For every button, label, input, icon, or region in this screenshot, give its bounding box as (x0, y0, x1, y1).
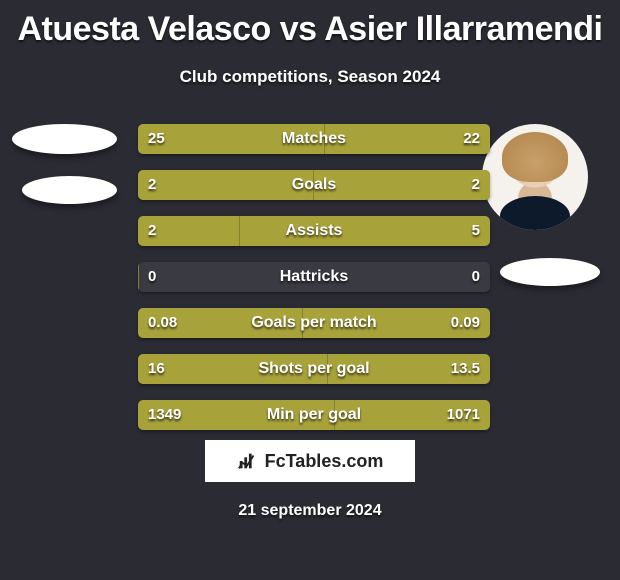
player-right-avatar (482, 124, 588, 230)
stat-label: Matches (138, 124, 490, 154)
footer-date: 21 september 2024 (0, 502, 620, 520)
stat-row: 2522Matches (138, 124, 490, 154)
subtitle: Club competitions, Season 2024 (0, 67, 620, 87)
chart-icon (237, 450, 259, 472)
stat-label: Hattricks (138, 262, 490, 292)
player-right-club-logo (500, 258, 600, 286)
player-left-avatar (12, 124, 117, 154)
stat-row: 13491071Min per goal (138, 400, 490, 430)
stat-label: Shots per goal (138, 354, 490, 384)
branding-badge: FcTables.com (205, 440, 415, 482)
stat-label: Assists (138, 216, 490, 246)
stat-row: 22Goals (138, 170, 490, 200)
stat-label: Min per goal (138, 400, 490, 430)
stat-row: 00Hattricks (138, 262, 490, 292)
player-left-club-logo (22, 176, 117, 204)
stat-row: 1613.5Shots per goal (138, 354, 490, 384)
stat-row: 0.080.09Goals per match (138, 308, 490, 338)
stat-label: Goals per match (138, 308, 490, 338)
page-title: Atuesta Velasco vs Asier Illarramendi (0, 0, 620, 49)
stat-label: Goals (138, 170, 490, 200)
stats-chart: 2522Matches 22Goals 25Assists 00Hattricks 0.… (138, 124, 490, 446)
branding-text: FcTables.com (265, 451, 384, 472)
stat-row: 25Assists (138, 216, 490, 246)
